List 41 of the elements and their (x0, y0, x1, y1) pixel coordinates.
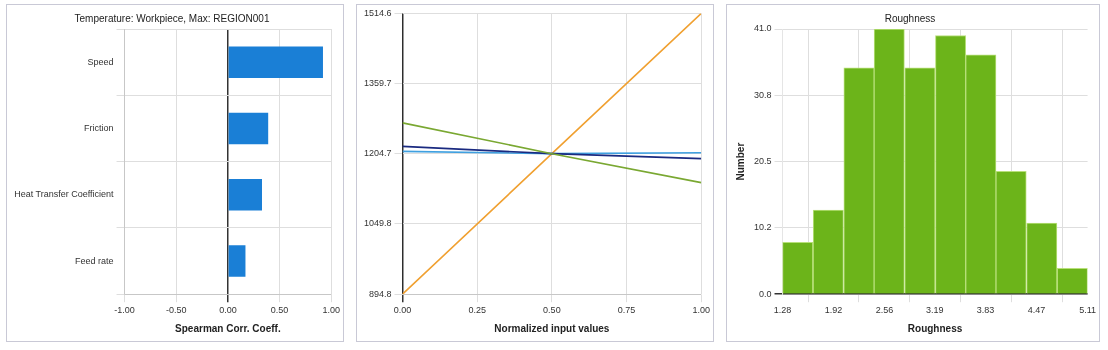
x-tick-label: 0.50 (270, 305, 289, 316)
y-tick-label: Feed rate (75, 255, 114, 266)
y-tick-label: 1204.7 (364, 148, 392, 159)
y-tick-label: 20.5 (753, 156, 772, 167)
bar (228, 46, 323, 78)
x-tick-label: 0.00 (393, 305, 412, 316)
y-tick-label: Speed (87, 56, 114, 67)
x-tick-label: 1.00 (692, 305, 711, 316)
x-tick-label: 1.00 (322, 305, 341, 316)
chart-title: Temperature: Workpiece, Max: REGION001 (74, 12, 270, 24)
bar (228, 179, 262, 211)
y-tick-label: 894.8 (369, 288, 392, 299)
x-tick-label: 3.83 (976, 305, 995, 316)
x-tick-label: 1.28 (773, 305, 792, 316)
x-tick-label: 3.19 (925, 305, 944, 316)
x-tick-label: 1.92 (824, 305, 843, 316)
x-tick-label: 5.11 (1079, 305, 1097, 316)
y-tick-label: Friction (84, 122, 114, 133)
x-tick-label: 0.25 (468, 305, 486, 316)
x-axis-title: Spearman Corr. Coeff. (175, 322, 281, 334)
x-tick-label: 0.00 (219, 305, 237, 316)
bar (228, 112, 269, 145)
x-tick-label: 2.56 (875, 305, 894, 316)
y-axis-title: Number (734, 142, 746, 181)
chart-title: Roughness (884, 12, 936, 24)
x-axis-title: Normalized input values (494, 322, 610, 334)
x-tick-label: -1.00 (114, 305, 135, 316)
x-axis-title: Roughness (907, 322, 963, 334)
y-tick-label: 1049.8 (364, 218, 392, 229)
y-tick-label: 41.0 (753, 23, 772, 34)
x-tick-label: 0.75 (617, 305, 636, 316)
y-tick-label: 1514.6 (364, 7, 392, 18)
y-tick-label: 10.2 (753, 222, 772, 233)
y-tick-label: 0.0 (759, 288, 772, 299)
y-tick-label: 30.8 (753, 89, 772, 100)
bar (228, 245, 246, 277)
y-tick-label: Heat Transfer Coefficient (14, 189, 115, 200)
x-tick-label: -0.50 (165, 305, 187, 316)
x-tick-label: 4.47 (1027, 305, 1046, 316)
x-tick-label: 0.50 (543, 305, 561, 316)
y-tick-label: 1359.7 (364, 78, 392, 89)
